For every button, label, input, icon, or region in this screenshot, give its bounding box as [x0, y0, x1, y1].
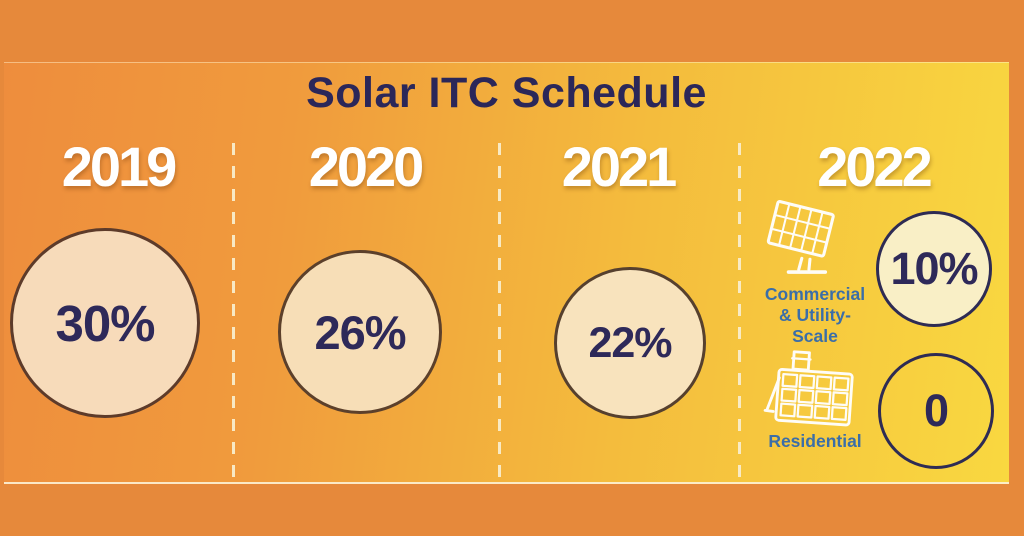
value-text-2019: 30% — [55, 294, 155, 352]
value-text-2021: 22% — [588, 318, 672, 367]
column-divider-2 — [498, 143, 501, 482]
value-text-2020: 26% — [314, 305, 406, 359]
value-text-2022-residential: 0 — [923, 385, 949, 436]
residential-rooftop-solar-panel-icon — [763, 350, 854, 427]
value-circle-2022-commercial: 10% — [876, 211, 992, 327]
column-divider-3 — [738, 143, 741, 482]
value-circle-2020: 26% — [278, 250, 442, 414]
segment-label-residential: Residential — [740, 431, 890, 452]
segment-label-line: Commercial — [764, 284, 866, 304]
column-divider-1 — [232, 143, 235, 482]
segment-label-line: Residential — [768, 431, 862, 451]
value-circle-2022-residential: 0 — [878, 353, 994, 469]
page-title: Solar ITC Schedule — [306, 69, 707, 117]
commercial-utility-solar-panel-icon — [766, 199, 835, 274]
value-circle-2019: 30% — [10, 228, 200, 418]
year-label-2020: 2020 — [308, 135, 425, 198]
segment-label-line: Scale — [792, 326, 838, 346]
year-label-2022: 2022 — [817, 135, 933, 198]
value-text-2022-commercial: 10% — [890, 243, 978, 294]
solar-itc-panel: Solar ITC Schedule 2019 2020 2021 2022 3… — [4, 62, 1009, 484]
segment-label-commercial: Commercial & Utility- Scale — [740, 284, 890, 347]
segment-label-line: & Utility- — [779, 305, 851, 325]
year-label-2019: 2019 — [61, 135, 178, 198]
value-circle-2021: 22% — [554, 267, 706, 419]
year-label-2021: 2021 — [561, 135, 678, 198]
